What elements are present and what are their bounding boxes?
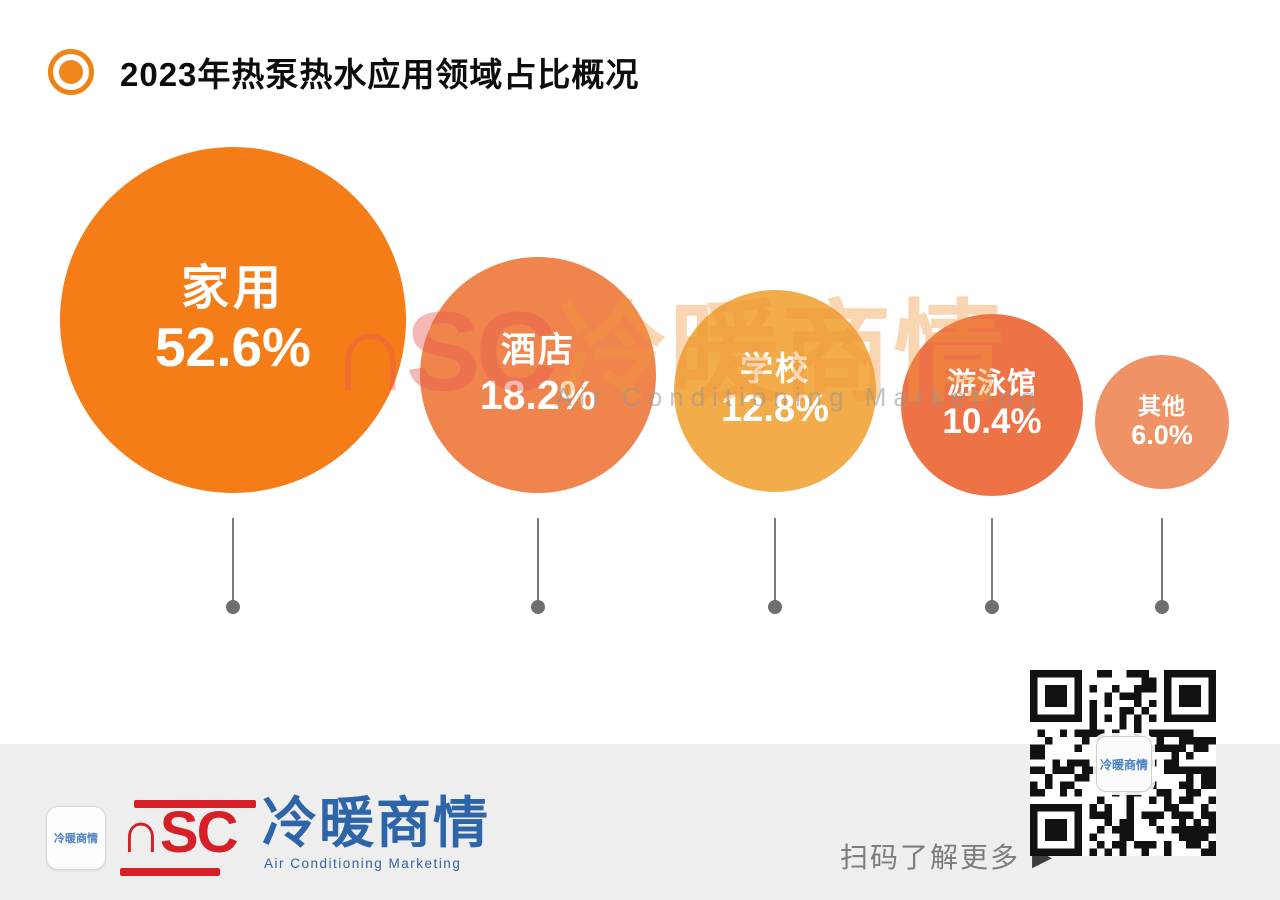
stem-connector — [1155, 518, 1169, 616]
bubble-percent-value: 18.2% — [479, 371, 597, 418]
stem-line — [1161, 518, 1163, 604]
bubble-category-label: 游泳馆 — [946, 368, 1037, 401]
nsc-logo-text: ∩SC — [120, 800, 238, 865]
bubble-category-label: 其他 — [1138, 393, 1186, 420]
brand-name-english: Air Conditioning Marketing — [264, 856, 462, 871]
nsc-logo: ∩SC — [120, 798, 258, 878]
brand-name-cjk: 冷暖商情 — [262, 792, 491, 854]
bubble-school: 学校 12.8% — [674, 290, 876, 492]
bullseye-icon — [48, 49, 94, 95]
stem-dot — [768, 600, 782, 614]
nsc-logo-bar — [134, 800, 256, 808]
stem-line — [232, 518, 234, 604]
bubble-category-label: 学校 — [740, 350, 810, 388]
stem-dot — [531, 600, 545, 614]
brand-app-icon: 冷暖商情 — [46, 806, 106, 870]
bullseye-icon-dot — [59, 60, 83, 84]
bubble-percent-value: 52.6% — [155, 315, 311, 378]
nsc-logo-bar — [120, 868, 220, 876]
bubble-other: 其他 6.0% — [1095, 355, 1229, 489]
bubble-percent-value: 10.4% — [942, 401, 1042, 441]
bubble-percent-value: 6.0% — [1131, 419, 1193, 450]
stem-dot — [985, 600, 999, 614]
stem-line — [774, 518, 776, 604]
bubble-category-label: 酒店 — [500, 331, 575, 371]
stem-connector — [531, 518, 545, 616]
brand-app-icon-text: 冷暖商情 — [54, 833, 98, 845]
page-title: 2023年热泵热水应用领域占比概况 — [120, 56, 640, 93]
scan-cta: 扫码了解更多 ▶ — [840, 836, 1052, 876]
stem-dot — [1155, 600, 1169, 614]
bubble-swimming-pool: 游泳馆 10.4% — [901, 314, 1083, 496]
qr-center-logo: 冷暖商情 — [1096, 736, 1152, 792]
qr-center-logo-text: 冷暖商情 — [1099, 757, 1148, 772]
stem-connector — [985, 518, 999, 616]
bubble-category-label: 家用 — [180, 261, 285, 315]
title-row: 2023年热泵热水应用领域占比概况 — [48, 48, 639, 96]
stem-dot — [226, 600, 240, 614]
stem-connector — [768, 518, 782, 616]
bubble-percent-value: 12.8% — [721, 388, 829, 431]
bubble-domestic: 家用 52.6% — [60, 147, 406, 493]
bubble-hotel: 酒店 18.2% — [420, 257, 656, 493]
stem-connector — [226, 518, 240, 616]
stem-line — [537, 518, 539, 604]
stem-line — [991, 518, 993, 604]
scan-cta-text: 扫码了解更多 — [840, 842, 1021, 873]
